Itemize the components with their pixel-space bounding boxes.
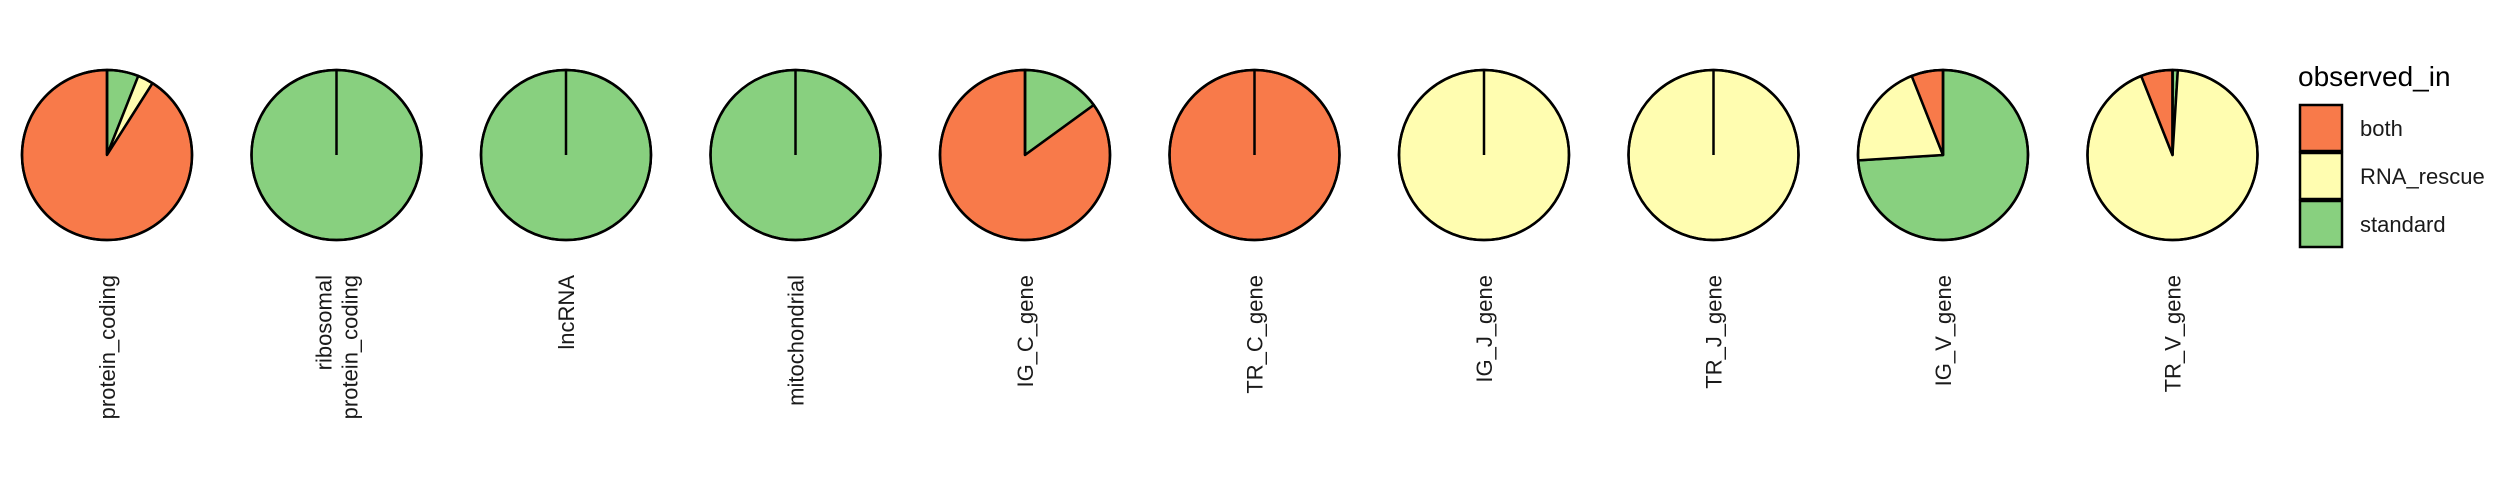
category-labels-group: protein_coding ribosomal protein_coding lnc… [95,275,2186,420]
pie-tr-c-gene [1168,68,1341,242]
category-label: mitochondrial [784,275,809,406]
category-label: IG_V_gene [1931,275,1956,386]
legend-label: both [2360,116,2403,141]
pie-ig-v-gene [1856,68,2030,242]
pie-ig-j-gene [1397,68,1571,242]
pies-group [20,68,2259,242]
legend-key-both [2298,103,2344,153]
pie-ribosomal-protein-coding [250,68,423,242]
legend-key-rna-rescue [2298,151,2344,201]
category-label: ribosomal [312,275,337,370]
legend-key-standard [2298,199,2344,249]
category-label: protein_coding [338,275,363,419]
category-label: TR_J_gene [1702,275,1727,389]
category-label: IG_C_gene [1013,275,1038,388]
pie-tr-j-gene [1627,68,1800,242]
pie-mitochondrial [709,68,882,242]
legend-label: RNA_rescue [2360,164,2485,189]
category-label: TR_V_gene [2161,275,2186,392]
pie-protein-coding [20,68,194,242]
legend-title: observed_in [2298,61,2451,92]
category-label: TR_C_gene [1243,275,1268,394]
pie-tr-v-gene [2086,68,2259,242]
legend: observed_in both RNA_rescue standard [2298,61,2485,249]
category-label: protein_coding [95,275,120,419]
legend-items: both RNA_rescue standard [2298,103,2485,249]
pie-ig-c-gene [938,68,1112,242]
legend-label: standard [2360,212,2446,237]
category-label: lncRNA [554,275,579,350]
pie-lncrna [479,68,653,242]
category-label: IG_J_gene [1472,275,1497,383]
